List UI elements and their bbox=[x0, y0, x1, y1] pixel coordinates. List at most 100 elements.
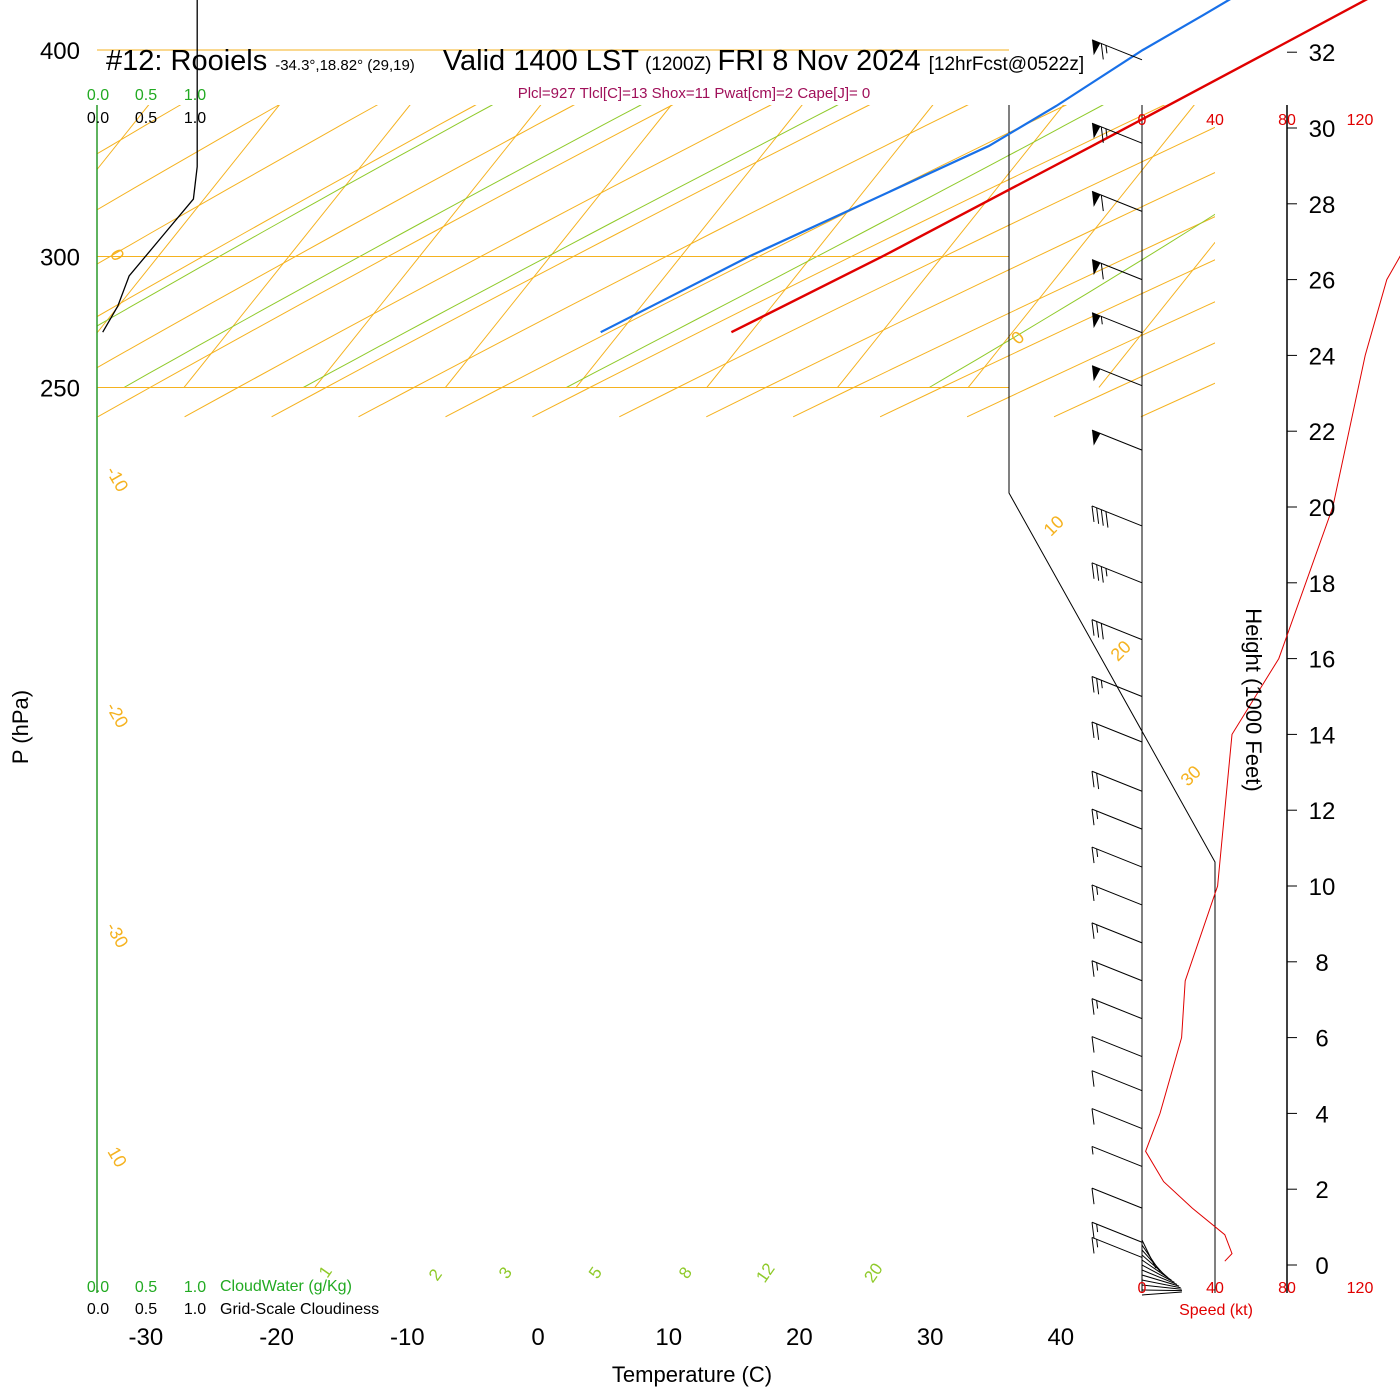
wind-barb-staff bbox=[1091, 39, 1143, 61]
height-tick-label: 20 bbox=[1309, 495, 1336, 522]
speed-axis-label: Speed (kt) bbox=[1179, 1302, 1253, 1319]
wind-barb bbox=[1091, 562, 1143, 584]
mixing-ratio-label: 2 bbox=[425, 1266, 446, 1285]
isotherm-line bbox=[837, 105, 1065, 388]
wind-barb-staff bbox=[1091, 998, 1143, 1020]
wind-barb-flag bbox=[1091, 809, 1095, 826]
temperature-tick-label: 20 bbox=[786, 1324, 813, 1351]
height-tick-label: 2 bbox=[1315, 1177, 1328, 1204]
surface-wind-barb bbox=[1141, 1239, 1157, 1269]
title-zulu: (1200Z) bbox=[645, 54, 712, 75]
speed-scale-bottom-label: 40 bbox=[1206, 1280, 1224, 1297]
speed-scale-top-label: 40 bbox=[1206, 112, 1224, 129]
wind-barb bbox=[1091, 770, 1143, 792]
plot-right-border bbox=[1008, 105, 1216, 1293]
wind-barb-flag bbox=[1091, 1237, 1095, 1254]
chart-title: #12: Rooiels -34.3°,18.82° (29,19) Valid 1… bbox=[106, 45, 1084, 77]
mixing-ratio-label: 20 bbox=[860, 1260, 886, 1286]
surface-wind-barb bbox=[1141, 1259, 1172, 1281]
temperature-tick-label: -10 bbox=[390, 1324, 425, 1351]
cloudiness-top-label: 1.0 bbox=[184, 110, 206, 127]
wind-barb bbox=[1091, 884, 1143, 906]
cloudiness-bottom-label: 0.5 bbox=[135, 1301, 157, 1318]
height-tick-label: 4 bbox=[1315, 1101, 1328, 1128]
wind-barb-pennant bbox=[1092, 430, 1101, 446]
height-tick-label: 8 bbox=[1315, 950, 1328, 977]
pressure-tick-label: 250 bbox=[40, 375, 80, 402]
wind-barb-staff bbox=[1091, 1221, 1143, 1243]
pressure-level-lines bbox=[97, 49, 1009, 388]
cloudwater-top-label: 1.0 bbox=[184, 87, 206, 104]
wind-barb-pennant bbox=[1092, 365, 1101, 382]
wind-barb-flag bbox=[1091, 676, 1095, 693]
wind-barb-half-flag bbox=[1091, 1146, 1094, 1155]
isotherm-label: 10 bbox=[1040, 512, 1068, 540]
wind-barb bbox=[1091, 429, 1143, 451]
height-tick-label: 6 bbox=[1315, 1026, 1328, 1053]
wind-barb-half-flag bbox=[1096, 1224, 1099, 1233]
wind-barb-half-flag bbox=[1096, 886, 1099, 895]
wind-barb-staff bbox=[1091, 429, 1143, 451]
mixing-ratio-lines bbox=[1140, 0, 1400, 50]
wind-barb-flag bbox=[1096, 621, 1100, 638]
surface-wind-barb bbox=[1141, 1269, 1178, 1285]
surface-wind-barb bbox=[1141, 1279, 1181, 1289]
wind-barb bbox=[1091, 808, 1143, 830]
cloudwater-bottom-label: 0.0 bbox=[87, 1279, 109, 1296]
temperature-tick-label: 40 bbox=[1047, 1324, 1074, 1351]
cloudiness-top-label: 0.5 bbox=[135, 110, 157, 127]
wind-barb-pennant bbox=[1092, 312, 1101, 329]
speed-scale-top-label: 80 bbox=[1278, 112, 1296, 129]
wind-barb-half-flag bbox=[1100, 316, 1103, 325]
wind-barb bbox=[1091, 312, 1143, 334]
height-tick-label: 24 bbox=[1309, 343, 1336, 370]
wind-barb bbox=[1091, 619, 1143, 641]
isotherm-line bbox=[97, 105, 280, 334]
pressure-tick-label: 300 bbox=[40, 245, 80, 272]
mixing-ratio-line bbox=[1387, 0, 1400, 50]
mixing-ratio-line bbox=[1140, 0, 1400, 50]
wind-barb bbox=[1091, 721, 1143, 743]
wind-barb-half-flag bbox=[1096, 810, 1099, 820]
speed-scale-bottom-label: 120 bbox=[1347, 1280, 1374, 1297]
wind-barb bbox=[1091, 1070, 1143, 1092]
dry-adiabat bbox=[1140, 382, 1215, 418]
wind-barb-staff bbox=[1091, 960, 1143, 982]
wind-barb-staff bbox=[1091, 562, 1143, 584]
isotherm-label: -20 bbox=[102, 699, 132, 732]
wind-barb bbox=[1091, 1145, 1143, 1167]
temperature-tick-label: 30 bbox=[917, 1324, 944, 1351]
isotherm-label: 0 bbox=[106, 246, 128, 265]
isotherm-label: 10 bbox=[104, 1143, 131, 1170]
speed-scale-top-label: 120 bbox=[1347, 112, 1374, 129]
wind-barb-flag bbox=[1091, 846, 1095, 864]
wind-barb-staff bbox=[1091, 1070, 1143, 1092]
wind-barb-panel bbox=[1091, 39, 1182, 1296]
wind-barb-flag bbox=[1100, 263, 1104, 280]
isotherm-line bbox=[445, 105, 673, 388]
isotherm-label: -10 bbox=[102, 463, 132, 496]
wind-barb-flag bbox=[1091, 771, 1095, 788]
isotherm-label: -30 bbox=[102, 919, 132, 952]
wind-barb-flag bbox=[1091, 1222, 1095, 1239]
height-tick-label: 18 bbox=[1309, 571, 1336, 598]
wind-barb-flag bbox=[1091, 619, 1095, 636]
wind-barb-half-flag bbox=[1096, 848, 1099, 857]
title-date: FRI 8 Nov 2024 bbox=[718, 45, 921, 77]
wind-barb-flag bbox=[1091, 721, 1095, 739]
mixing-ratio-label: 12 bbox=[752, 1260, 778, 1286]
isotherm-line bbox=[1360, 0, 1400, 387]
dewpoint-line bbox=[600, 0, 1231, 334]
wind-barb-pennant bbox=[1092, 39, 1101, 56]
isotherm-label: 30 bbox=[1177, 762, 1205, 790]
wind-barb-flag bbox=[1100, 566, 1104, 583]
surface-wind-barb bbox=[1141, 1254, 1169, 1279]
wind-barb-pennant bbox=[1092, 191, 1101, 207]
wind-barb-flag bbox=[1091, 1108, 1095, 1125]
wind-speed-profile bbox=[1145, 255, 1400, 1262]
isotherm-lines bbox=[97, 0, 1400, 388]
wind-barb-half-flag bbox=[1105, 128, 1108, 137]
wind-barb-half-flag bbox=[1105, 568, 1108, 577]
wind-barb-flag bbox=[1096, 773, 1100, 790]
surface-wind-barb bbox=[1141, 1264, 1175, 1283]
